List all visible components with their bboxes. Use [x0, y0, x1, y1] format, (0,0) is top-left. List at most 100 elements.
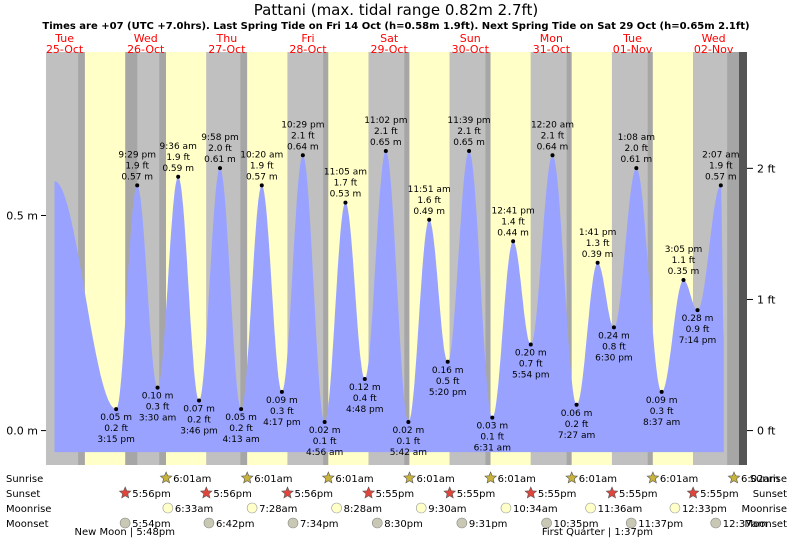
low-tide-dot [695, 308, 700, 313]
moonset-time: 8:30pm [384, 519, 423, 530]
moonset-marker [710, 517, 722, 529]
low-tide-label: 0.07 m [183, 404, 215, 414]
sunset-time: 5:55pm [376, 489, 415, 500]
sunrise-time: 6:02am [741, 474, 779, 485]
moonrise-time: 11:36am [598, 504, 643, 515]
high-tide-label: 1.9 ft [125, 161, 149, 171]
low-tide-label: 0.20 m [515, 349, 547, 359]
high-tide-label: 11:39 pm [447, 116, 490, 126]
sunset-time: 5:55pm [538, 489, 577, 500]
high-tide-label: 0.65 m [453, 138, 485, 148]
row-label-right: Sunrise [750, 474, 787, 485]
low-tide-label: 0.2 ft [229, 424, 253, 434]
day-of-week-label: Tue [622, 32, 642, 45]
moonrise-time: 10:34am [513, 504, 558, 515]
low-tide-label: 0.3 ft [650, 407, 674, 417]
high-tide-dot [135, 183, 140, 188]
high-tide-label: 0.44 m [497, 228, 529, 238]
right-tick-label: 0 ft [757, 425, 776, 438]
tide-extremes: 0.05 m0.2 ft3:15 pm9:29 pm1.9 ft0.57 m0.… [97, 116, 739, 458]
row-label-right: Sunset [753, 489, 787, 500]
low-tide-label: 0.1 ft [313, 437, 337, 447]
sunset-marker [524, 486, 538, 499]
low-tide-label: 0.09 m [646, 396, 678, 406]
low-tide-label: 0.7 ft [519, 360, 543, 370]
low-tide-label: 4:48 pm [346, 405, 384, 415]
moonrise-marker [585, 502, 596, 514]
high-tide-label: 9:36 am [159, 142, 196, 152]
high-tide-label: 0.39 m [582, 250, 614, 260]
high-tide-dot [681, 278, 686, 283]
moon-phase-label: New Moon | 5:48pm [75, 527, 175, 538]
high-tide-dot [511, 239, 516, 244]
low-tide-label: 0.5 ft [436, 377, 460, 387]
sunset-marker [281, 486, 294, 499]
sunset-marker [443, 486, 457, 499]
sunrise-marker [727, 471, 741, 484]
day-of-week-label: Fri [301, 32, 314, 45]
high-tide-label: 1:41 pm [579, 228, 617, 238]
sunrise-time: 6:01am [498, 474, 536, 485]
low-tide-dot [574, 402, 579, 407]
high-tide-label: 9:58 pm [201, 133, 239, 143]
moonset-marker [287, 517, 299, 529]
sunset-time: 5:56pm [294, 489, 333, 500]
high-tide-label: 0.61 m [204, 155, 236, 165]
sunrise-time: 6:01am [579, 474, 617, 485]
high-tide-label: 1.3 ft [586, 239, 610, 249]
date-label: 29-Oct [370, 43, 408, 56]
moonrise-marker [162, 502, 174, 514]
high-tide-label: 2.0 ft [208, 144, 232, 154]
low-tide-label: 6:31 am [474, 444, 511, 454]
chart-axes: 0.0 m 0.5 m 0 ft 1 ft 2 ft [6, 52, 776, 465]
high-tide-label: 0.61 m [620, 155, 652, 165]
high-tide-label: 1:08 am [618, 133, 655, 143]
moonrise-marker [246, 502, 258, 514]
high-tide-dot [217, 166, 222, 171]
row-label-left: Moonset [6, 519, 49, 530]
low-tide-label: 0.24 m [598, 331, 630, 341]
sunset-marker [605, 486, 619, 499]
low-tide-label: 8:37 am [643, 418, 680, 428]
sunrise-marker [565, 471, 579, 484]
low-tide-dot [197, 398, 202, 403]
low-tide-label: 0.09 m [266, 396, 298, 406]
day-of-week-label: Thu [216, 32, 238, 45]
high-tide-label: 2.1 ft [374, 127, 398, 137]
high-tide-label: 0.64 m [537, 142, 569, 152]
high-tide-dot [550, 153, 555, 158]
high-tide-label: 11:51 am [408, 185, 451, 195]
high-tide-label: 10:29 pm [281, 120, 324, 130]
low-tide-label: 7:14 pm [679, 336, 717, 346]
high-tide-label: 0.57 m [705, 172, 737, 182]
moonset-marker [203, 517, 215, 529]
high-tide-label: 1.6 ft [417, 196, 441, 206]
moonset-marker [541, 517, 552, 529]
high-tide-label: 0.57 m [246, 172, 278, 182]
right-tick-label: 2 ft [757, 162, 776, 175]
low-tide-label: 0.02 m [309, 426, 341, 436]
low-tide-label: 0.9 ft [686, 325, 710, 335]
low-tide-label: 0.2 ft [104, 424, 128, 434]
sunrise-time: 6:01am [416, 474, 454, 485]
sunset-marker [118, 486, 132, 499]
low-tide-label: 0.03 m [476, 422, 508, 432]
high-tide-label: 1.9 ft [250, 161, 274, 171]
moonset-marker [371, 517, 383, 529]
low-tide-dot [611, 325, 616, 330]
low-tide-label: 0.10 m [142, 392, 174, 402]
low-tide-label: 0.06 m [561, 409, 593, 419]
moonset-time: 6:42pm [216, 519, 255, 530]
low-tide-label: 0.1 ft [397, 437, 421, 447]
high-tide-label: 0.59 m [162, 164, 194, 174]
moonset-time: 7:34pm [300, 519, 339, 530]
high-tide-dot [467, 148, 472, 153]
low-tide-dot [155, 385, 160, 390]
high-tide-dot [259, 183, 264, 188]
row-label-right: Moonset [745, 519, 788, 530]
sunset-time: 5:55pm [457, 489, 496, 500]
moonset-time: 10:35pm [554, 519, 599, 530]
high-tide-label: 0.65 m [370, 138, 402, 148]
date-label: 02-Nov [694, 43, 734, 56]
moonrise-marker [415, 502, 427, 514]
